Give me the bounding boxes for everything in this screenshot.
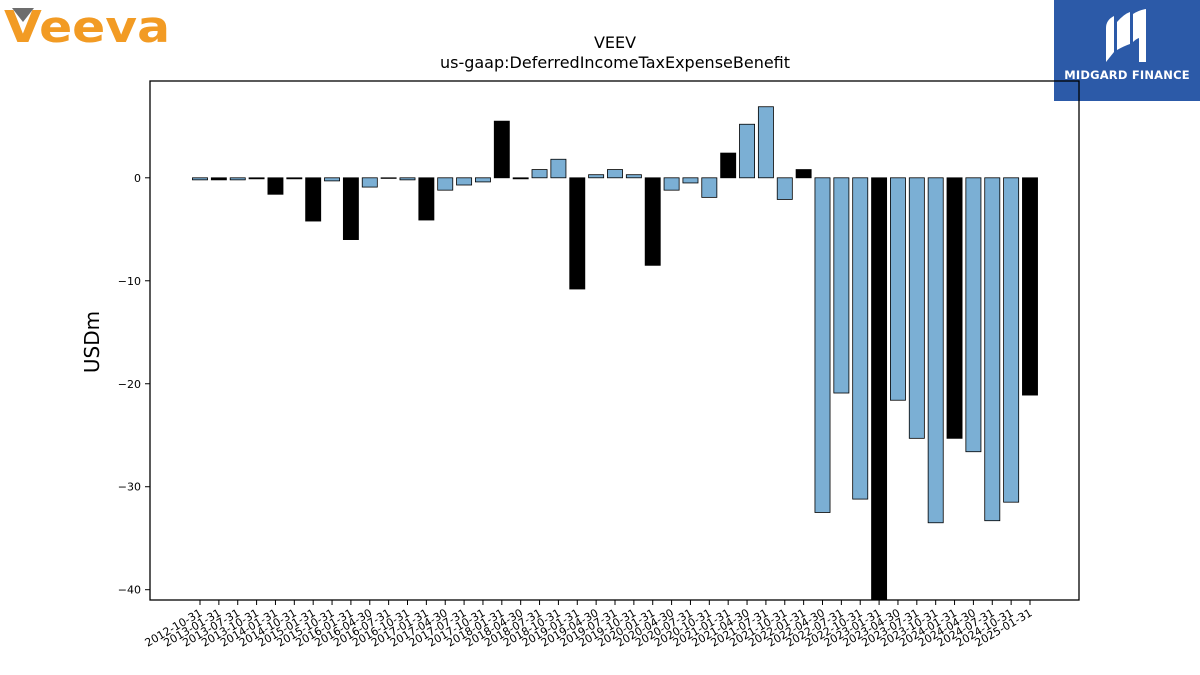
bar-2023-01-31 <box>871 177 888 601</box>
bar-2013-01-31 <box>210 177 227 181</box>
bar-2017-07-31 <box>456 177 473 186</box>
bar-2024-07-31 <box>984 177 1001 522</box>
bar-2013-07-31 <box>229 177 246 181</box>
bar-2025-01-31 <box>1022 177 1038 396</box>
x-axis-ticks: 2012-10-312013-01-312013-07-312013-10-31… <box>143 600 1035 650</box>
midgard-m-icon <box>1106 9 1146 62</box>
midgard-finance-logo: MIDGARD FINANCE <box>1054 0 1200 101</box>
bar-2021-10-31 <box>776 177 793 200</box>
bar-2020-07-31 <box>682 177 699 184</box>
bar-2017-01-31 <box>418 177 435 221</box>
y-tick-label: −20 <box>118 378 141 391</box>
bar-2019-01-31 <box>569 177 586 290</box>
y-tick-label: −30 <box>118 481 141 494</box>
bar-2024-01-31 <box>946 177 963 439</box>
bar-2016-10-31 <box>399 177 416 181</box>
bar-2017-10-31 <box>475 177 491 183</box>
bar-2022-01-31 <box>795 169 812 179</box>
bar-2014-10-31 <box>286 177 303 180</box>
bar-2017-04-30 <box>437 177 454 191</box>
bar-2014-01-31 <box>267 177 284 195</box>
bar-2013-10-31 <box>248 177 265 180</box>
midgard-brand-text: MIDGARD FINANCE <box>1064 68 1190 82</box>
bar-2018-04-30 <box>512 177 529 180</box>
chart-title: VEEV <box>594 33 636 52</box>
veeva-logo: Veeva <box>4 4 170 48</box>
y-tick-label: −10 <box>118 275 141 288</box>
bar-2024-04-30 <box>965 177 982 453</box>
bar-2021-04-30 <box>739 123 755 179</box>
y-axis-ticks: 0 −10 −20 −30 −40 <box>118 172 150 597</box>
chart-subtitle: us-gaap:DeferredIncomeTaxExpenseBenefit <box>440 53 790 72</box>
bar-2023-07-31 <box>908 177 925 439</box>
bar-2022-04-30 <box>814 177 831 513</box>
bar-2018-07-31 <box>531 169 548 179</box>
bar-2021-01-31 <box>720 152 737 179</box>
y-tick-label: −40 <box>118 584 141 597</box>
bar-2020-04-30 <box>663 177 680 191</box>
bar-2022-07-31 <box>833 177 850 394</box>
veeva-logo-chevron-icon <box>12 8 34 22</box>
bar-2022-10-31 <box>852 177 869 500</box>
bar-2018-10-31 <box>550 158 567 179</box>
bar-2015-10-31 <box>324 177 340 182</box>
plot-area-frame <box>149 80 1080 601</box>
bars-group <box>192 106 1038 601</box>
bar-2023-10-31 <box>927 177 944 524</box>
y-tick-label: 0 <box>134 172 141 185</box>
bar-2024-10-31 <box>1003 177 1020 503</box>
bar-2019-07-31 <box>607 169 623 179</box>
bar-2016-04-30 <box>361 177 378 188</box>
bar-2016-07-31 <box>380 177 397 179</box>
bar-2020-10-31 <box>701 177 718 198</box>
bar-2019-10-31 <box>625 174 642 179</box>
bar-2018-01-31 <box>493 120 510 179</box>
bar-2020-01-31 <box>644 177 661 266</box>
bar-2012-10-31 <box>192 177 208 181</box>
veeva-logo-text: Veeva <box>4 4 170 48</box>
bar-2023-04-30 <box>890 177 906 401</box>
bar-2016-01-31 <box>342 177 359 240</box>
bar-2021-07-31 <box>757 106 774 179</box>
bar-2015-01-31 <box>305 177 322 222</box>
bar-2019-04-30 <box>588 174 605 179</box>
y-axis-label: USDm <box>80 311 104 373</box>
